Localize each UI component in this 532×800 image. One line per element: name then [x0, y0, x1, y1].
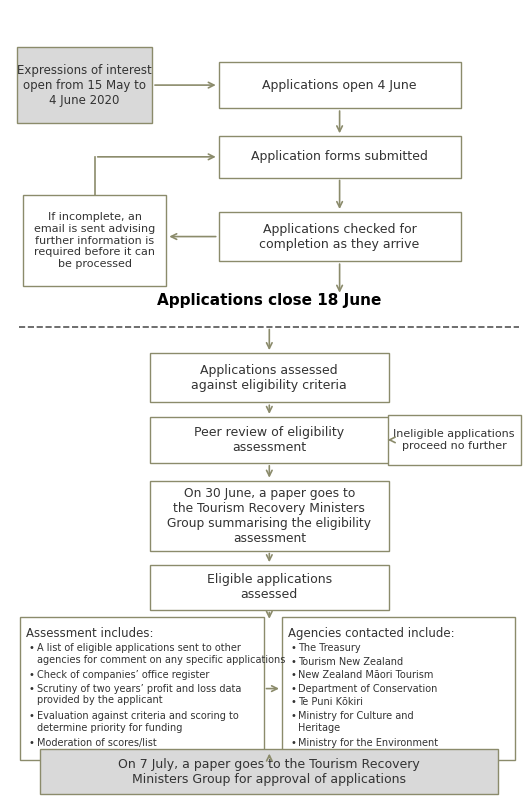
Text: Peer review of eligibility
assessment: Peer review of eligibility assessment: [194, 426, 344, 454]
FancyBboxPatch shape: [219, 136, 461, 178]
FancyBboxPatch shape: [219, 62, 461, 108]
Text: A list of eligible applications sent to other
agencies for comment on any specif: A list of eligible applications sent to …: [37, 643, 285, 665]
Text: Assessment includes:: Assessment includes:: [26, 627, 154, 640]
Text: Applications close 18 June: Applications close 18 June: [157, 293, 381, 308]
Text: •: •: [29, 670, 35, 680]
Text: •: •: [290, 698, 296, 707]
FancyBboxPatch shape: [23, 194, 167, 286]
Text: •: •: [290, 711, 296, 721]
Text: Applications checked for
completion as they arrive: Applications checked for completion as t…: [260, 222, 420, 250]
Text: New Zealand Māori Tourism: New Zealand Māori Tourism: [298, 670, 434, 680]
Text: Expressions of interest
open from 15 May to
4 June 2020: Expressions of interest open from 15 May…: [17, 63, 152, 106]
Text: Ministry for the Environment: Ministry for the Environment: [298, 738, 438, 748]
Text: Scrutiny of two years’ profit and loss data
provided by the applicant: Scrutiny of two years’ profit and loss d…: [37, 684, 241, 706]
Text: Applications assessed
against eligibility criteria: Applications assessed against eligibilit…: [192, 364, 347, 392]
FancyBboxPatch shape: [219, 212, 461, 262]
Text: •: •: [29, 643, 35, 653]
Text: •: •: [29, 684, 35, 694]
Text: •: •: [290, 684, 296, 694]
Text: Application forms submitted: Application forms submitted: [251, 150, 428, 163]
Text: Applications open 4 June: Applications open 4 June: [262, 78, 417, 91]
Text: Eligible applications
assessed: Eligible applications assessed: [207, 574, 332, 602]
FancyBboxPatch shape: [149, 565, 389, 610]
Text: Check of companies’ office register: Check of companies’ office register: [37, 670, 209, 680]
Text: Ineligible applications
proceed no further: Ineligible applications proceed no furth…: [393, 429, 515, 450]
FancyBboxPatch shape: [149, 353, 389, 402]
Text: Tourism New Zealand: Tourism New Zealand: [298, 657, 404, 666]
FancyBboxPatch shape: [149, 481, 389, 550]
Text: •: •: [29, 711, 35, 721]
Text: Te Puni Kōkiri: Te Puni Kōkiri: [298, 698, 363, 707]
Text: On 30 June, a paper goes to
the Tourism Recovery Ministers
Group summarising the: On 30 June, a paper goes to the Tourism …: [167, 486, 371, 545]
FancyBboxPatch shape: [20, 617, 263, 760]
Text: •: •: [29, 738, 35, 748]
FancyBboxPatch shape: [149, 417, 389, 463]
Text: If incomplete, an
email is sent advising
further information is
required before : If incomplete, an email is sent advising…: [34, 212, 155, 269]
FancyBboxPatch shape: [388, 415, 520, 465]
Text: Ministry for Culture and
Heritage: Ministry for Culture and Heritage: [298, 711, 414, 733]
Text: The Treasury: The Treasury: [298, 643, 361, 653]
Text: •: •: [290, 643, 296, 653]
Text: On 7 July, a paper goes to the Tourism Recovery
Ministers Group for approval of : On 7 July, a paper goes to the Tourism R…: [119, 758, 420, 786]
Text: Evaluation against criteria and scoring to
determine priority for funding: Evaluation against criteria and scoring …: [37, 711, 238, 733]
FancyBboxPatch shape: [17, 47, 152, 123]
Text: Moderation of scores/list: Moderation of scores/list: [37, 738, 156, 748]
Text: •: •: [290, 738, 296, 748]
Text: Agencies contacted include:: Agencies contacted include:: [288, 627, 455, 640]
FancyBboxPatch shape: [282, 617, 515, 760]
FancyBboxPatch shape: [40, 749, 498, 794]
Text: •: •: [290, 670, 296, 680]
Text: Department of Conservation: Department of Conservation: [298, 684, 438, 694]
Text: •: •: [290, 657, 296, 666]
